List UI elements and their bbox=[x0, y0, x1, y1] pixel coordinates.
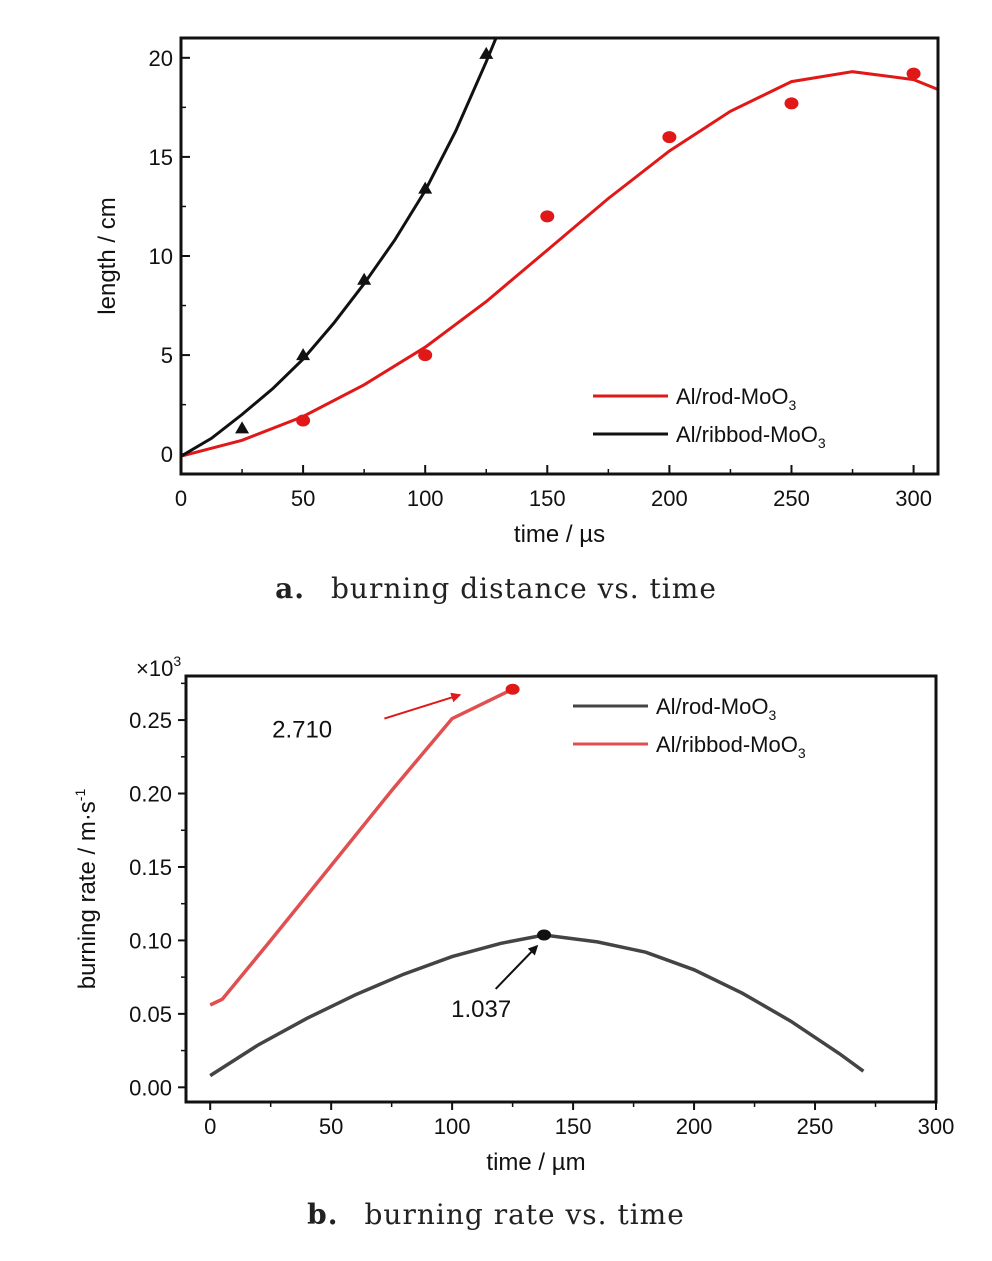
x-tick-label: 0 bbox=[204, 1114, 216, 1139]
caption-b-letter: b. bbox=[307, 1198, 339, 1231]
data-point-triangle bbox=[418, 181, 433, 194]
y-axis-label: burning rate / m·s-1 bbox=[72, 789, 101, 990]
data-point-circle bbox=[418, 349, 433, 362]
data-point-triangle bbox=[357, 272, 372, 285]
y-axis-multiplier: ×103 bbox=[136, 653, 181, 681]
y-tick-label: 0.10 bbox=[129, 928, 172, 953]
x-tick-label: 0 bbox=[175, 486, 187, 511]
y-tick-label: 0.00 bbox=[129, 1075, 172, 1100]
series-1-fit-line bbox=[181, 70, 938, 458]
x-tick-label: 250 bbox=[797, 1114, 834, 1139]
x-tick-label: 250 bbox=[773, 486, 810, 511]
peak-marker bbox=[537, 929, 552, 941]
peak-marker bbox=[505, 683, 520, 695]
x-tick-label: 300 bbox=[918, 1114, 955, 1139]
y-tick-label: 0 bbox=[161, 442, 173, 467]
data-point-triangle bbox=[296, 348, 311, 361]
caption-a: a. burning distance vs. time bbox=[0, 572, 992, 605]
x-tick-label: 200 bbox=[651, 486, 688, 511]
y-tick-label: 0.25 bbox=[129, 708, 172, 733]
x-tick-label: 100 bbox=[434, 1114, 471, 1139]
annotation-label: 1.037 bbox=[451, 996, 511, 1023]
x-tick-label: 50 bbox=[291, 486, 315, 511]
series-2-line bbox=[209, 687, 514, 1007]
caption-a-text: burning distance vs. time bbox=[331, 572, 717, 605]
data-point-circle bbox=[906, 67, 921, 80]
y-tick-label: 0.05 bbox=[129, 1002, 172, 1027]
x-tick-label: 200 bbox=[676, 1114, 713, 1139]
data-point-circle bbox=[784, 97, 799, 110]
y-tick-label: 20 bbox=[149, 46, 173, 71]
x-axis-label: time / µm bbox=[486, 1149, 585, 1176]
plot-frame bbox=[184, 674, 938, 1104]
legend-label: Al/ribbod-MoO3 bbox=[656, 732, 806, 761]
chart-a-panel: 0 50 100 150 200 250 300 0 5 10 15 20 time / µs lengt… bbox=[0, 0, 992, 630]
data-point-triangle bbox=[479, 46, 494, 59]
series-1-line bbox=[209, 933, 865, 1078]
data-point-circle bbox=[662, 131, 677, 144]
series-2-fit-line bbox=[181, 38, 498, 458]
data-point-circle bbox=[296, 414, 311, 427]
annotation-arrow bbox=[494, 944, 539, 990]
x-tick-label: 300 bbox=[895, 486, 932, 511]
x-tick-label: 100 bbox=[407, 486, 444, 511]
caption-b-text: burning rate vs. time bbox=[364, 1198, 685, 1231]
annotation-arrow bbox=[384, 692, 462, 720]
x-tick-label: 50 bbox=[319, 1114, 343, 1139]
data-point-circle bbox=[540, 210, 555, 223]
x-axis-label: time / µs bbox=[514, 521, 605, 548]
chart-a: 0 50 100 150 200 250 300 0 5 10 15 20 time / µs lengt… bbox=[94, 36, 940, 548]
legend-label: Al/ribbod-MoO3 bbox=[676, 422, 826, 451]
chart-b: ×103 0 50 100 150 200 250 300 0.00 0.05 0.10 0.15 0.… bbox=[72, 653, 955, 1176]
y-axis-label: length / cm bbox=[94, 197, 121, 314]
caption-b: b. burning rate vs. time bbox=[0, 1198, 992, 1231]
chart-b-panel: ×103 0 50 100 150 200 250 300 0.00 0.05 0.10 0.15 0.… bbox=[0, 630, 992, 1261]
x-tick-label: 150 bbox=[529, 486, 566, 511]
legend-label: Al/rod-MoO3 bbox=[656, 694, 776, 723]
y-tick-label: 0.15 bbox=[129, 855, 172, 880]
annotation-label: 2.710 bbox=[272, 717, 332, 744]
y-tick-label: 0.20 bbox=[129, 782, 172, 807]
legend-label: Al/rod-MoO3 bbox=[676, 384, 796, 413]
y-tick-label: 10 bbox=[149, 244, 173, 269]
y-tick-label: 5 bbox=[161, 343, 173, 368]
y-tick-label: 15 bbox=[149, 145, 173, 170]
x-tick-label: 150 bbox=[555, 1114, 592, 1139]
caption-a-letter: a. bbox=[275, 572, 305, 605]
plot-frame bbox=[179, 36, 940, 476]
data-point-triangle bbox=[235, 421, 250, 434]
